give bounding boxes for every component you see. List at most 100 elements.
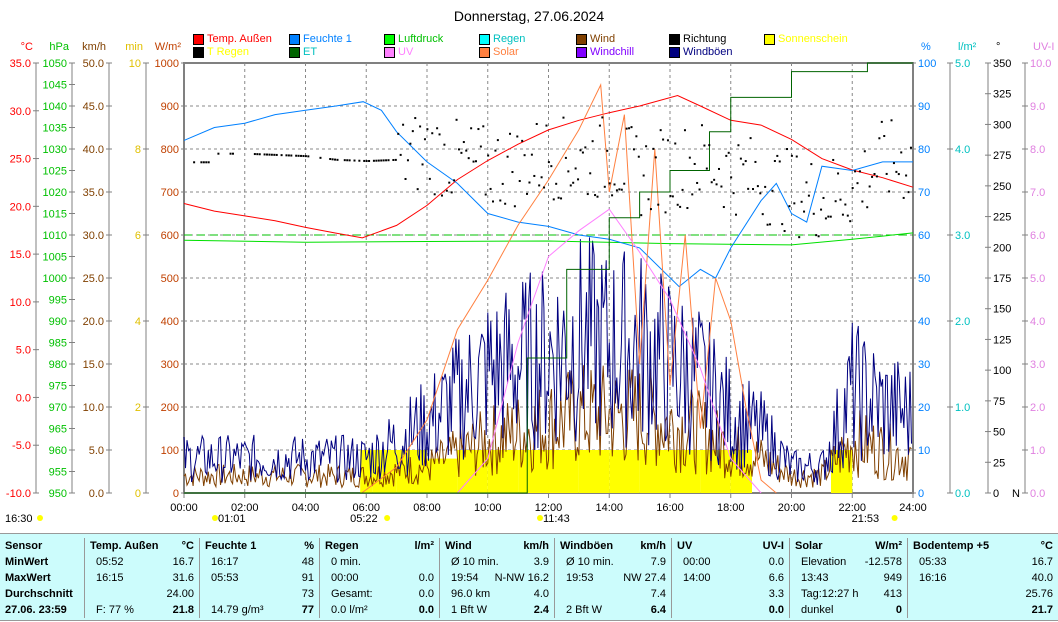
direction-dot: [416, 188, 419, 191]
axis-tick-label: 350: [993, 58, 1011, 70]
cell-value: NW 27.4: [623, 572, 666, 584]
legend-label: Solar: [493, 46, 519, 58]
direction-dot: [623, 182, 626, 185]
cell-label: Ø 10 min.: [566, 556, 614, 568]
direction-dot: [676, 203, 679, 206]
axis-unit-label: hPa: [49, 41, 69, 53]
cell-label: 19:53: [566, 572, 594, 584]
direction-dot: [295, 154, 298, 157]
cell-label: Windböen: [560, 540, 614, 552]
cell-value: 6.6: [768, 572, 784, 584]
direction-dot: [871, 175, 874, 178]
direction-dot: [822, 196, 825, 199]
axis-tick-label: 35.0: [10, 58, 31, 70]
cell-value: 48: [301, 556, 314, 568]
time-marker-label: 01:01: [218, 513, 246, 525]
axis-tick-label: 7.0: [1030, 187, 1045, 199]
direction-dot: [790, 154, 793, 157]
axis-tick-label: 100: [918, 58, 936, 70]
axis-tick-label: 15.0: [10, 249, 31, 261]
direction-dot: [708, 144, 711, 147]
direction-dot: [625, 127, 628, 130]
direction-dot: [771, 189, 774, 192]
direction-dot: [577, 178, 580, 181]
direction-dot: [742, 163, 745, 166]
cell-label: 0 min.: [331, 556, 361, 568]
direction-dot: [846, 214, 849, 217]
direction-dot: [647, 198, 650, 201]
axis-tick-label: 5.0: [89, 445, 104, 457]
axis-tick-label: 600: [161, 230, 179, 242]
direction-dot: [455, 118, 458, 121]
table-row: 05:52 16.7: [90, 554, 194, 570]
direction-dot: [528, 181, 531, 184]
axis-tick-label: 0.0: [16, 392, 31, 404]
time-marker-label: 11:43: [543, 513, 570, 525]
cell-label: MaxWert: [5, 572, 51, 584]
direction-dot: [613, 183, 616, 186]
axis-tick-label: 1010: [43, 230, 67, 242]
table-row: MinWert: [5, 554, 79, 570]
direction-dot: [596, 195, 599, 198]
series-solar: [361, 83, 777, 494]
cell-label: 1 Bft W: [451, 604, 488, 616]
direction-dot: [404, 177, 407, 180]
direction-dot: [336, 158, 339, 161]
table-row: Ø 10 min. 7.9: [560, 554, 666, 570]
direction-dot: [518, 180, 521, 183]
cell-value: 413: [883, 588, 902, 600]
x-tick-label: 00:00: [170, 502, 198, 514]
table-row: 3.3: [677, 586, 784, 602]
direction-dot: [540, 176, 543, 179]
axis-tick-label: 60: [918, 230, 930, 242]
cell-value: °C: [181, 540, 194, 552]
axis-tick-label: 200: [161, 402, 179, 414]
cell-value: l/m²: [414, 540, 434, 552]
direction-dot: [628, 127, 631, 130]
direction-dot: [465, 149, 468, 152]
direction-dot: [717, 167, 720, 170]
direction-dot: [754, 160, 757, 163]
axis-tick-label: 20.0: [10, 201, 31, 213]
legend-swatch: [576, 33, 587, 45]
cell-label: Solar: [795, 540, 823, 552]
direction-dot: [467, 157, 470, 160]
axis-tick-label: 2.0: [1030, 402, 1045, 414]
direction-dot: [715, 183, 718, 186]
legend-item: Sonnenschein: [764, 33, 848, 45]
direction-dot: [666, 139, 669, 142]
axis-tick-label: 50: [993, 427, 1005, 439]
direction-dot: [499, 199, 502, 202]
axis-tick-label: 0.0: [89, 488, 104, 500]
direction-dot: [513, 205, 516, 208]
direction-dot: [348, 159, 351, 162]
table-column: Temp. Außen °C 05:52 16.7 16:15 31.6 24.00 F: 7…: [85, 538, 200, 618]
cell-label: [677, 586, 683, 602]
series-uv: [457, 208, 762, 494]
axis-tick-label: 5.0: [1030, 273, 1045, 285]
direction-dot: [783, 230, 786, 233]
sun-icon: [536, 515, 543, 521]
cell-label: Ø 10 min.: [451, 556, 499, 568]
x-tick-label: 06:00: [352, 502, 380, 514]
direction-dot: [579, 149, 582, 152]
table-row: F: 77 % 21.8: [90, 602, 194, 618]
direction-dot: [270, 153, 273, 156]
moon-icon: [891, 515, 898, 521]
direction-dot: [285, 154, 288, 157]
table-column: Solar W/m² Elevation -12.578 13:43 949 Tag:12:…: [790, 538, 908, 618]
direction-dot: [377, 159, 380, 162]
axis-unit-label: UV-I: [1033, 41, 1054, 53]
direction-dot: [778, 160, 781, 163]
direction-dot: [472, 160, 475, 163]
cell-label: Gesamt:: [331, 588, 373, 600]
x-tick-label: 08:00: [413, 502, 441, 514]
direction-dot: [679, 205, 682, 208]
table-row: 7.4: [560, 586, 666, 602]
direction-dot: [414, 117, 417, 120]
cell-label: Sensor: [5, 540, 43, 552]
cell-value: UV-I: [762, 540, 784, 552]
table-row: Tag:12:27 h 413: [795, 586, 902, 602]
axis-tick-label: 175: [993, 273, 1011, 285]
direction-dot: [487, 154, 490, 157]
